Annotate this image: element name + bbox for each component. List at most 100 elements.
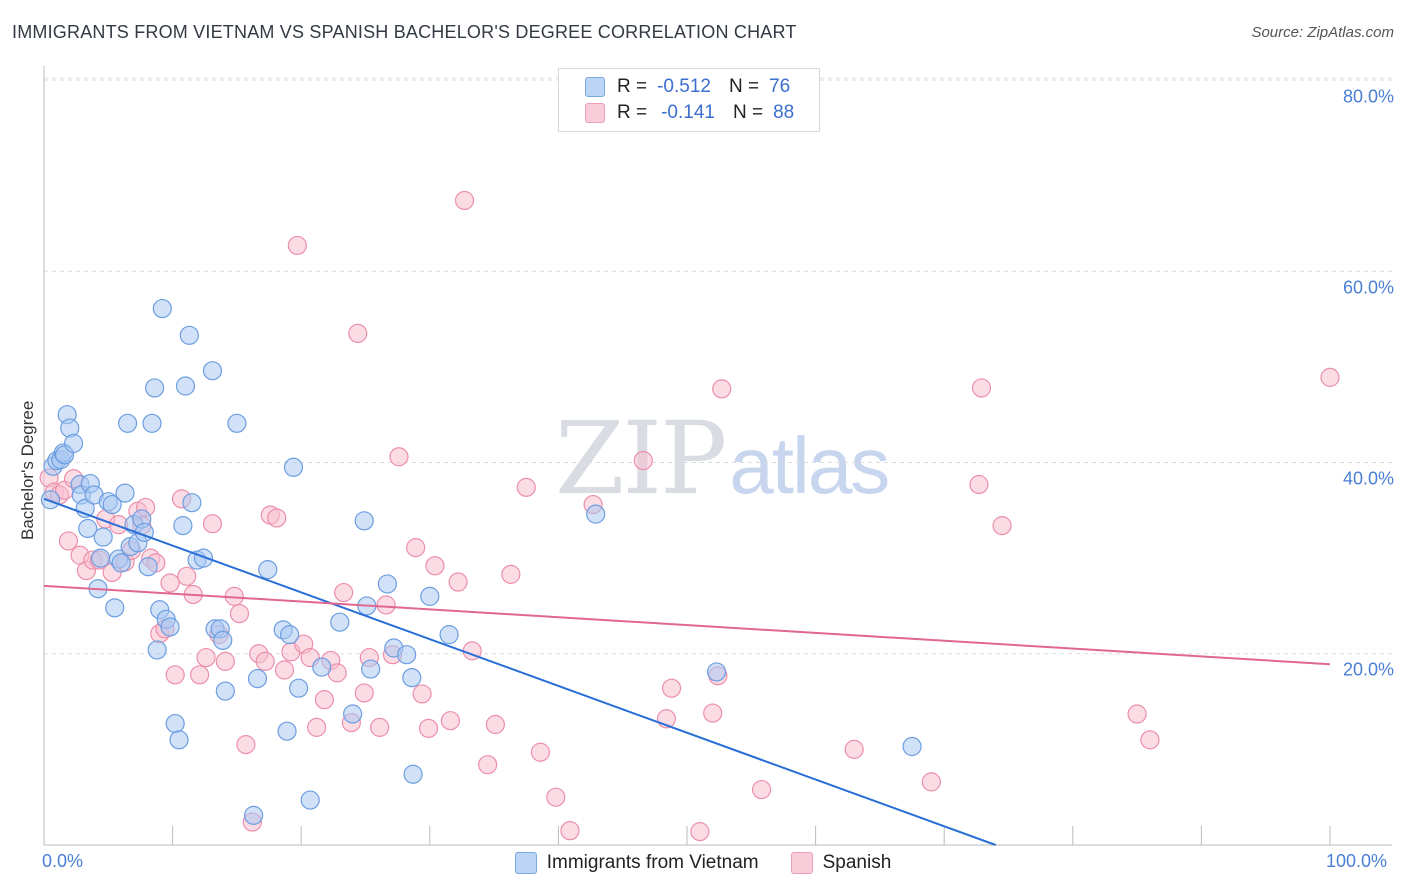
point-spanish [376,595,396,615]
legend-label-vietnam: Immigrants from Vietnam [546,852,759,873]
point-spanish [703,703,723,723]
point-spanish [354,683,374,703]
legend-n-label: N = [728,76,760,97]
point-vietnam [354,511,374,531]
point-spanish [454,190,475,211]
point-vietnam [63,433,84,453]
point-spanish [287,235,307,256]
point-vietnam [213,630,233,650]
point-vietnam [439,625,459,645]
point-spanish [712,379,732,399]
legend-swatch-pink [790,852,813,874]
point-spanish [215,651,235,672]
point-vietnam [202,361,223,381]
point-spanish [165,665,185,685]
legend-swatch-blue [585,77,605,97]
point-spanish [370,717,390,737]
legend-swatch-blue [514,852,537,874]
point-vietnam [193,548,214,568]
point-vietnam [144,378,165,398]
point-spanish [229,603,250,624]
point-spanish [690,822,710,842]
point-spanish [751,779,772,800]
point-spanish [425,556,445,576]
point-vietnam [283,457,304,477]
point-spanish [348,323,368,344]
point-spanish [1140,730,1160,750]
legend-n-value: 76 [769,76,791,97]
stats-legend: R = -0.512 N = 76 R = -0.141 N = 88 [558,68,820,132]
point-spanish [448,572,468,592]
trendline-spanish [43,584,1331,666]
point-vietnam [138,557,158,577]
point-vietnam [179,325,199,345]
point-spanish [844,739,864,759]
legend-row-spanish: R = -0.141 N = 88 [585,101,794,125]
point-spanish [307,717,327,737]
legend-n-label: N = [732,102,764,123]
trendline-vietnam [43,497,996,846]
point-spanish [971,378,992,398]
y-tick-label-20: 20.0% [1342,659,1394,680]
point-spanish [418,718,439,738]
point-vietnam [78,518,98,539]
point-spanish [440,711,460,731]
point-vietnam [182,493,202,513]
point-vietnam [165,713,185,734]
point-vietnam [902,736,922,757]
point-spanish [267,508,287,528]
point-vietnam [152,298,172,319]
point-vietnam [93,527,113,547]
point-vietnam [115,483,135,503]
point-vietnam [258,559,278,580]
point-spanish [992,516,1012,536]
point-spanish [633,450,653,471]
point-vietnam [377,574,397,594]
point-spanish [501,564,521,584]
watermark: ZIPatlas [555,400,890,517]
point-spanish [160,573,180,593]
x-tick-label-min: 0.0% [42,851,84,871]
point-vietnam [402,668,422,688]
point-spanish [314,690,334,710]
point-spanish [661,678,682,698]
point-spanish [516,477,536,497]
y-tick-label-40: 40.0% [1342,468,1394,489]
point-vietnam [247,669,268,689]
point-spanish [921,772,941,792]
legend-r-value: -0.141 [661,102,715,123]
point-vietnam [361,659,381,679]
point-vietnam [117,413,138,433]
legend-row-vietnam: R = -0.512 N = 76 [585,75,790,99]
point-spanish [190,665,210,685]
point-vietnam [102,494,122,515]
point-vietnam [330,612,350,632]
legend-item-vietnam: Immigrants from Vietnam [514,852,759,874]
point-spanish [255,651,275,672]
point-vietnam [289,678,309,698]
point-spanish [196,647,216,668]
point-vietnam [142,413,162,433]
y-tick-label-60: 60.0% [1342,277,1394,298]
point-vietnam [706,662,727,682]
point-spanish [560,821,580,841]
point-spanish [274,660,295,680]
point-vietnam [227,413,247,433]
series-legend: Immigrants from Vietnam Spanish [0,852,1406,874]
watermark-atlas: atlas [729,421,890,510]
y-axis-title: Bachelor's Degree [18,400,37,540]
point-vietnam [397,645,417,665]
legend-label-spanish: Spanish [822,852,892,873]
x-tick-label-max: 100.0% [1326,851,1388,871]
y-axis-title-wrap: Bachelor's Degree [18,401,38,560]
legend-r-value: -0.512 [657,76,711,97]
point-spanish [969,474,989,495]
y-tick-label-80: 80.0% [1342,86,1394,107]
legend-swatch-pink [585,103,605,123]
point-vietnam [90,548,111,568]
point-vietnam [105,598,125,618]
point-spanish [485,714,505,735]
point-vietnam [160,617,180,637]
point-spanish [334,582,354,603]
